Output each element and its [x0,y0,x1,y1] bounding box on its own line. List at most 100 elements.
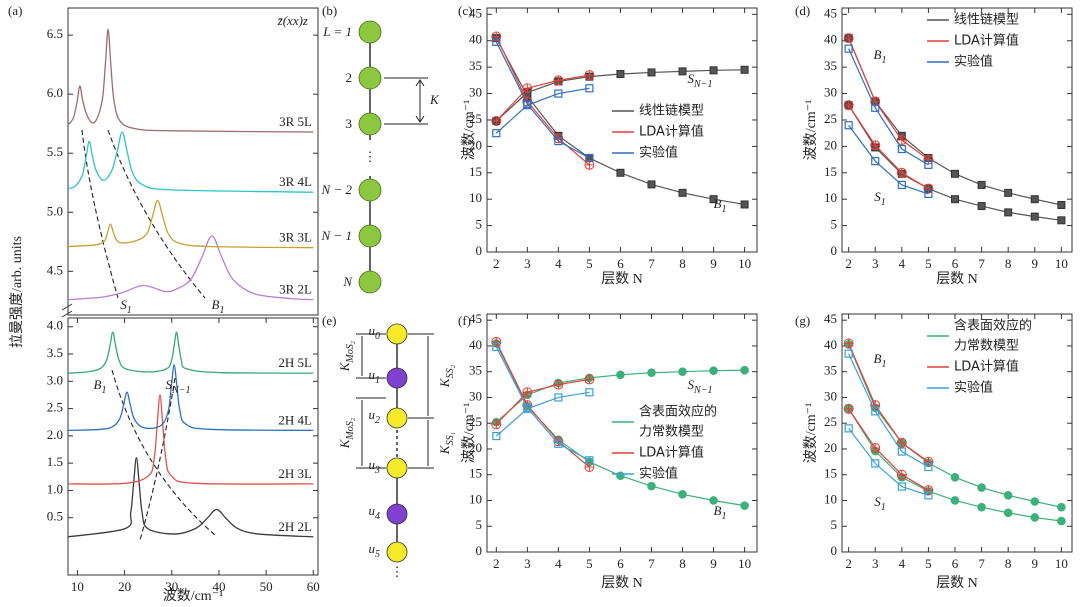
marker [871,459,880,468]
annotation: B1 [212,297,225,316]
y-tick-label: 45 [469,311,482,326]
spectrum-line [67,457,314,538]
node-label: u3 [369,457,381,476]
label-base: B [874,47,882,62]
label-subscript: N−1 [693,385,712,396]
marker [554,136,563,146]
marker [492,37,501,46]
marker [491,419,502,430]
marker [585,388,594,397]
marker [492,342,501,352]
label-base: u [369,541,376,556]
plot-frame [486,313,758,553]
y-tick-label: 10 [469,491,482,506]
label-subscript: 5 [375,549,380,560]
x-tick-label: 40 [212,579,225,594]
atom [358,224,382,248]
marker [897,482,906,491]
spectrum-label: 3R 4L [279,174,312,189]
label-subscript: 1 [219,305,224,316]
series-line [848,343,929,463]
label-base: B [94,377,102,392]
y-tick-label: 0 [476,543,483,558]
node-label: N − 2 [321,182,353,197]
x-tick-label: 4 [899,556,906,571]
marker [843,100,854,111]
marker [924,462,933,472]
series-line [848,48,929,166]
y-tick-label: 40 [469,337,482,352]
marker [897,144,906,154]
y-tick-label: 35 [469,58,482,73]
plot-frame [486,7,758,253]
spring-label: KMoS₂ [337,340,356,372]
marker [616,70,625,79]
y-tick-label: 5.5 [47,144,63,159]
x-tick-label: 5 [925,256,932,271]
x-tick-label: 50 [260,579,273,594]
y-tick-label: 0 [831,243,838,258]
series-line [495,74,590,122]
label-subscript: SS₁ [445,432,456,445]
atom [386,407,408,429]
legend-label: 实验值 [639,145,678,161]
atom [386,541,408,563]
annotation: B1 [714,196,727,215]
marker [740,501,749,510]
marker [896,167,907,178]
annotation: B1 [874,351,887,370]
marker [1004,188,1013,197]
marker [647,68,656,77]
annotation: B1 [714,503,727,522]
x-tick-label: 2 [493,556,500,571]
legend-label: LDA计算值 [639,124,704,140]
node-label: N − 1 [321,228,352,243]
x-tick-label: 3 [524,556,531,571]
marker [584,374,595,385]
legend-label: 含表面效应的 [639,404,717,420]
plot-frame [67,317,319,576]
label-base: K [437,377,452,388]
x-tick-label: 2 [493,256,500,271]
guide-line [111,369,216,536]
marker [843,403,854,414]
marker [678,188,687,197]
label-subscript: 1 [721,511,726,522]
x-tick-label: 4 [899,256,906,271]
label-subscript: SS₂ [445,364,456,378]
panel-label: (b) [322,3,337,18]
y-tick-label: 10 [824,190,837,205]
plot-frame [841,313,1073,553]
marker [871,407,880,416]
label-base: S [688,71,695,86]
marker [616,370,625,380]
marker [709,366,718,375]
x-tick-label: 10 [738,256,751,271]
y-tick-label: 0 [476,243,483,258]
note: z̄(xx)z [277,13,308,28]
series-line [848,104,929,190]
y-tick-label: 15 [469,164,482,179]
y-tick-label: 20 [824,137,837,152]
legend-label: LDA计算值 [639,445,704,461]
panel-label: (f) [458,313,471,328]
marker [740,200,749,209]
x-axis-label: 层数 N [601,271,643,287]
marker [678,367,687,376]
marker [1057,502,1066,512]
marker [584,70,595,81]
legend-label: 实验值 [639,466,678,482]
spring-label: KSS₁ [437,432,456,455]
marker [492,129,501,138]
x-tick-label: 9 [710,256,717,271]
label-subscript: 2 [375,415,380,426]
legend-label: LDA计算值 [954,33,1019,49]
label-base: u [369,407,376,422]
x-tick-label: 9 [1032,256,1039,271]
marker [616,471,625,481]
annotation: B1 [94,377,107,396]
marker [740,365,749,375]
y-tick-label: 35 [824,58,837,73]
y-tick-label: 20 [824,440,837,455]
plot-frame [67,7,319,316]
